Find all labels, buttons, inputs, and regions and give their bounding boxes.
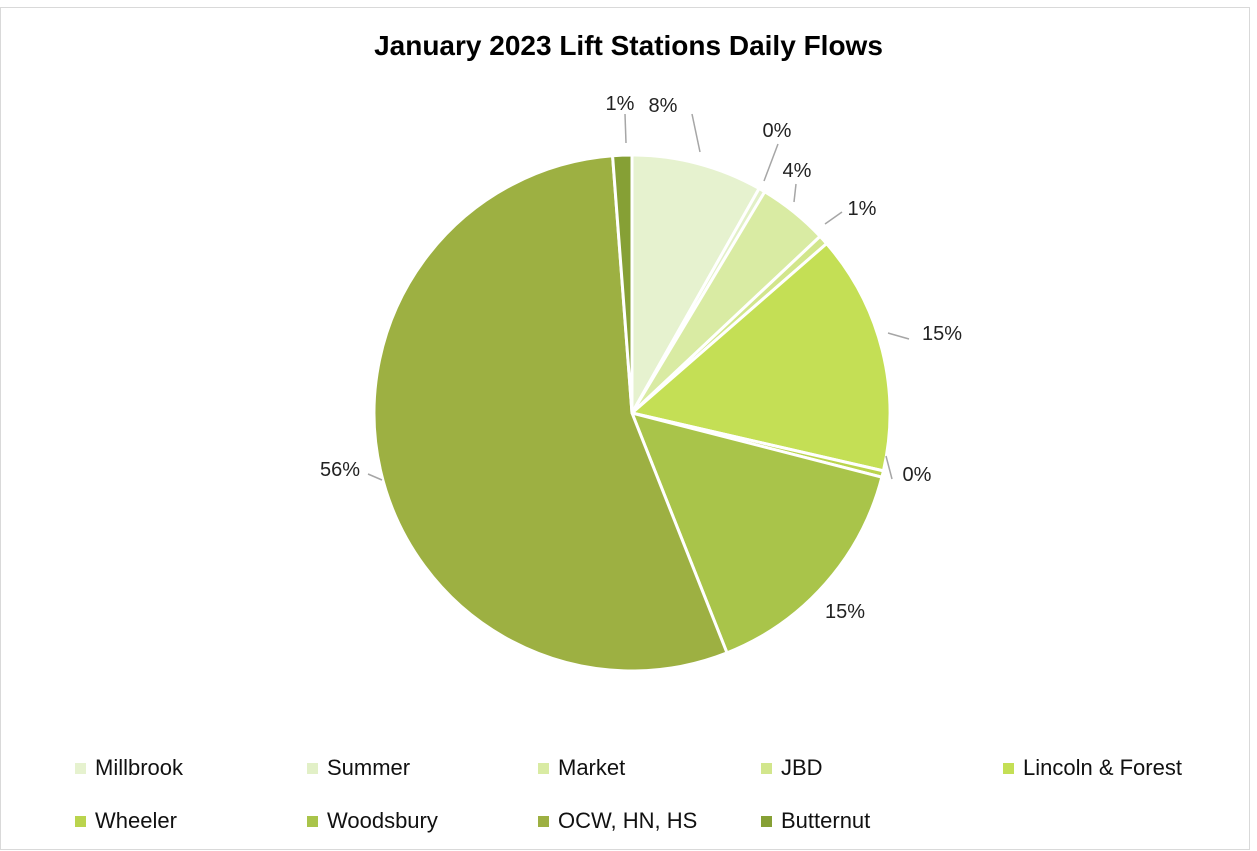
legend-label: Market bbox=[558, 755, 626, 780]
data-label: 15% bbox=[825, 601, 865, 623]
legend-swatch bbox=[75, 815, 86, 827]
legend-item: Wheeler bbox=[75, 806, 177, 836]
legend-label: Summer bbox=[327, 755, 411, 780]
legend-label: Wheeler bbox=[95, 808, 177, 833]
data-label: 4% bbox=[783, 160, 812, 182]
pie-slice-lincoln-forest bbox=[630, 242, 892, 473]
leader-line bbox=[763, 143, 779, 182]
legend-swatch bbox=[307, 815, 318, 827]
legend-label: Millbrook bbox=[95, 755, 184, 780]
legend-label: Butternut bbox=[781, 808, 871, 833]
data-label: 1% bbox=[848, 198, 877, 220]
leader-line bbox=[624, 113, 627, 144]
leader-line bbox=[824, 211, 843, 225]
legend-row: Millbrook Summer Market JBD Lincoln & Forest bbox=[0, 753, 1257, 783]
leader-line bbox=[691, 113, 701, 153]
pie-slice-ocw-hn-hs bbox=[372, 154, 729, 673]
pie-slice-woodsbury bbox=[630, 411, 884, 655]
pie-slices bbox=[372, 153, 892, 673]
legend-label: OCW, HN, HS bbox=[558, 808, 698, 833]
leader-line bbox=[887, 332, 910, 340]
legend-label: Lincoln & Forest bbox=[1023, 755, 1182, 780]
legend-swatch bbox=[761, 815, 772, 827]
leader-line bbox=[885, 455, 893, 480]
legend-swatch bbox=[307, 762, 318, 774]
legend-swatch bbox=[75, 762, 86, 774]
legend-swatch bbox=[761, 762, 772, 774]
legend-swatch bbox=[538, 815, 549, 827]
legend-label: JBD bbox=[781, 755, 823, 780]
legend-row: Wheeler Woodsbury OCW, HN, HS Butternut bbox=[0, 806, 1257, 836]
legend-item: Market bbox=[538, 753, 625, 783]
data-label: 56% bbox=[320, 459, 360, 481]
legend-label: Woodsbury bbox=[327, 808, 438, 833]
leader-line bbox=[793, 183, 797, 203]
legend-item: Millbrook bbox=[75, 753, 183, 783]
data-label: 8% bbox=[649, 95, 678, 117]
chart-title: January 2023 Lift Stations Daily Flows bbox=[374, 30, 883, 61]
data-label: 1% bbox=[606, 93, 635, 115]
legend-item: Butternut bbox=[761, 806, 870, 836]
leader-line bbox=[367, 473, 383, 481]
leader-lines bbox=[367, 113, 910, 481]
legend-item: JBD bbox=[761, 753, 823, 783]
legend-item: OCW, HN, HS bbox=[538, 806, 697, 836]
legend-item: Lincoln & Forest bbox=[1003, 753, 1182, 783]
data-label: 0% bbox=[903, 464, 932, 486]
data-label: 0% bbox=[763, 120, 792, 142]
pie-slice-millbrook bbox=[630, 153, 761, 415]
legend-item: Woodsbury bbox=[307, 806, 438, 836]
legend-swatch bbox=[1003, 762, 1014, 774]
pie-slice-butternut bbox=[611, 153, 634, 415]
legend-swatch bbox=[538, 762, 549, 774]
data-label: 15% bbox=[922, 323, 962, 345]
data-labels: 8% 0% 4% 1% 15% 0% 15% 56% 1% bbox=[320, 93, 962, 623]
legend-item: Summer bbox=[307, 753, 410, 783]
